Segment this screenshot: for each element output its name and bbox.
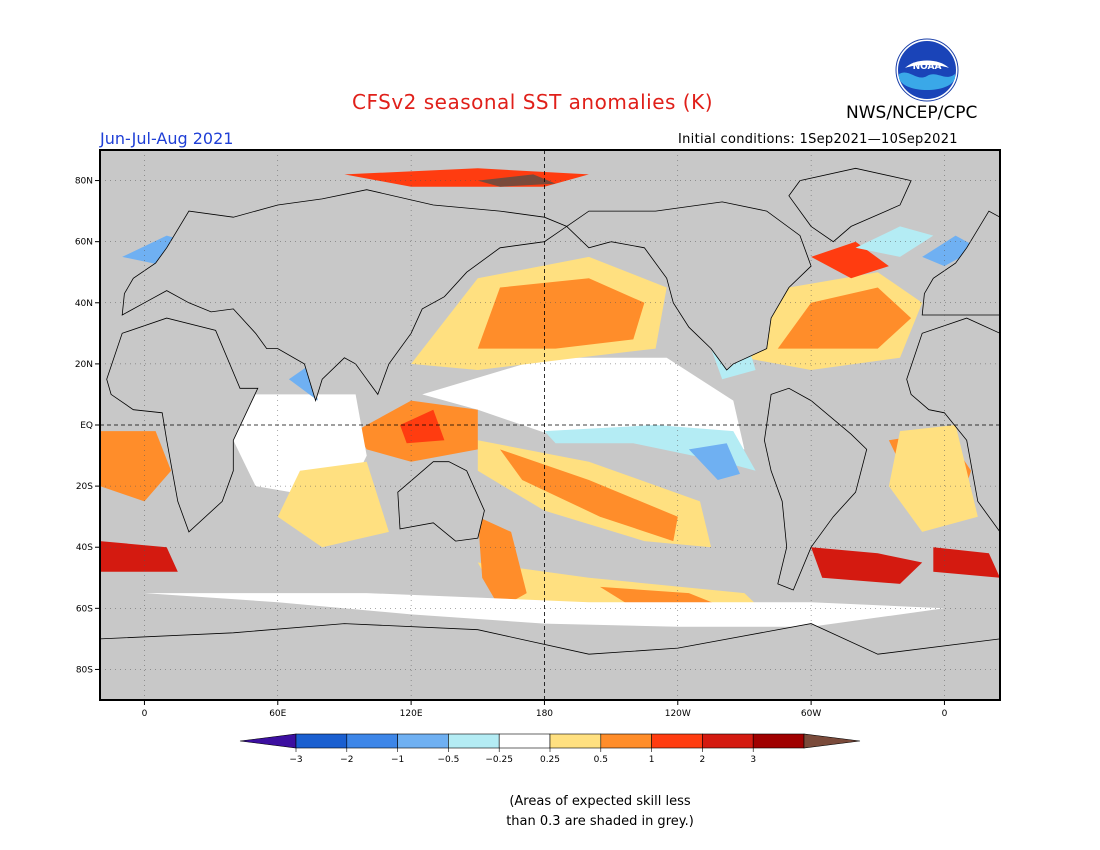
africa-east-repeat-landmass [906, 317, 1000, 533]
lon-label: 60E [269, 709, 286, 719]
longitude-labels: 0 60E 120E 180 120W 60W 0 [142, 700, 948, 719]
lat-label: 40S [76, 543, 93, 553]
colorbar-box [600, 733, 652, 749]
colorbar-label: 1 [649, 755, 655, 765]
land-outline [100, 167, 1000, 700]
colorbar-label: 0.5 [594, 755, 608, 765]
anomaly-patch [477, 278, 645, 349]
lon-label: 180 [536, 709, 553, 719]
colorbar-box [346, 733, 398, 749]
skill-note: (Areas of expected skill less than 0.3 a… [506, 794, 694, 829]
anomaly-patch [144, 593, 945, 627]
agency-label: NWS/NCEP/CPC [846, 103, 978, 123]
greenland-landmass [788, 167, 912, 243]
lat-label: EQ [80, 421, 93, 431]
colorbar-high-arrow [803, 733, 861, 749]
colorbar: −3 −2 −1 −0.5 −0.25 0.25 0.5 1 2 3 [239, 733, 861, 765]
south-america-landmass [763, 387, 868, 591]
colorbar-box [549, 733, 602, 749]
lat-label: 80N [75, 177, 93, 187]
anomaly-patch [400, 409, 445, 444]
anomaly-patch [922, 235, 978, 267]
anomaly-patch [277, 461, 389, 548]
lon-label: 60W [801, 709, 821, 719]
chart-title: CFSv2 seasonal SST anomalies (K) [352, 90, 713, 114]
lat-label: 20S [76, 482, 93, 492]
colorbar-box [702, 733, 754, 749]
lat-label: 80S [76, 665, 93, 675]
anomaly-patch [855, 226, 934, 257]
europe-west-landmass [921, 210, 1000, 316]
noaa-logo-icon: NOAA [895, 38, 959, 102]
colorbar-label: 3 [750, 755, 756, 765]
antarctica-landmass [100, 623, 1000, 700]
latitude-labels: 80N 60N 40N 20N EQ 20S 40S 60S 80S [75, 177, 100, 675]
lon-label: 0 [942, 709, 948, 719]
colorbar-label: −2 [340, 755, 353, 765]
map-body [100, 150, 1000, 700]
lon-label: 0 [142, 709, 148, 719]
anomaly-patch [100, 541, 178, 572]
anomaly-patch [477, 174, 556, 187]
anomaly-field [100, 168, 1000, 627]
lat-label: 60S [76, 604, 93, 614]
colorbar-label: 2 [700, 755, 706, 765]
colorbar-label: −0.25 [485, 755, 513, 765]
anomaly-patch [811, 547, 923, 584]
colorbar-box [498, 733, 551, 749]
anomaly-patch [544, 425, 756, 471]
lat-label: 20N [75, 360, 93, 370]
colorbar-label: −0.5 [437, 755, 459, 765]
season-label: Jun-Jul-Aug 2021 [100, 129, 234, 148]
colorbar-box [651, 733, 703, 749]
anomaly-patch [811, 241, 889, 279]
anomaly-patch [933, 547, 1000, 578]
anomaly-patch [688, 443, 740, 480]
colorbar-box [397, 733, 449, 749]
australia-landmass [397, 461, 485, 542]
eurasia-landmass [121, 189, 568, 402]
logo-text: NOAA [913, 62, 942, 72]
colorbar-label: −3 [289, 755, 302, 765]
colorbar-box [295, 733, 348, 749]
lon-label: 120E [400, 709, 423, 719]
lon-label: 120W [665, 709, 691, 719]
colorbar-box [448, 733, 500, 749]
africa-landmass [106, 317, 259, 533]
north-america-landmass [566, 201, 812, 371]
colorbar-label: 0.25 [540, 755, 560, 765]
colorbar-label: −1 [391, 755, 404, 765]
colorbar-box [752, 733, 805, 749]
anomaly-patch [777, 287, 912, 349]
reference-lines [100, 150, 1000, 700]
initial-conditions-label: Initial conditions: 1Sep2021—10Sep2021 [678, 132, 958, 147]
lat-label: 60N [75, 238, 93, 248]
anomaly-patch [100, 431, 172, 502]
colorbar-low-arrow [239, 733, 297, 749]
anomaly-patch [888, 425, 978, 532]
lat-label: 40N [75, 299, 93, 309]
anomaly-patch [477, 516, 527, 609]
